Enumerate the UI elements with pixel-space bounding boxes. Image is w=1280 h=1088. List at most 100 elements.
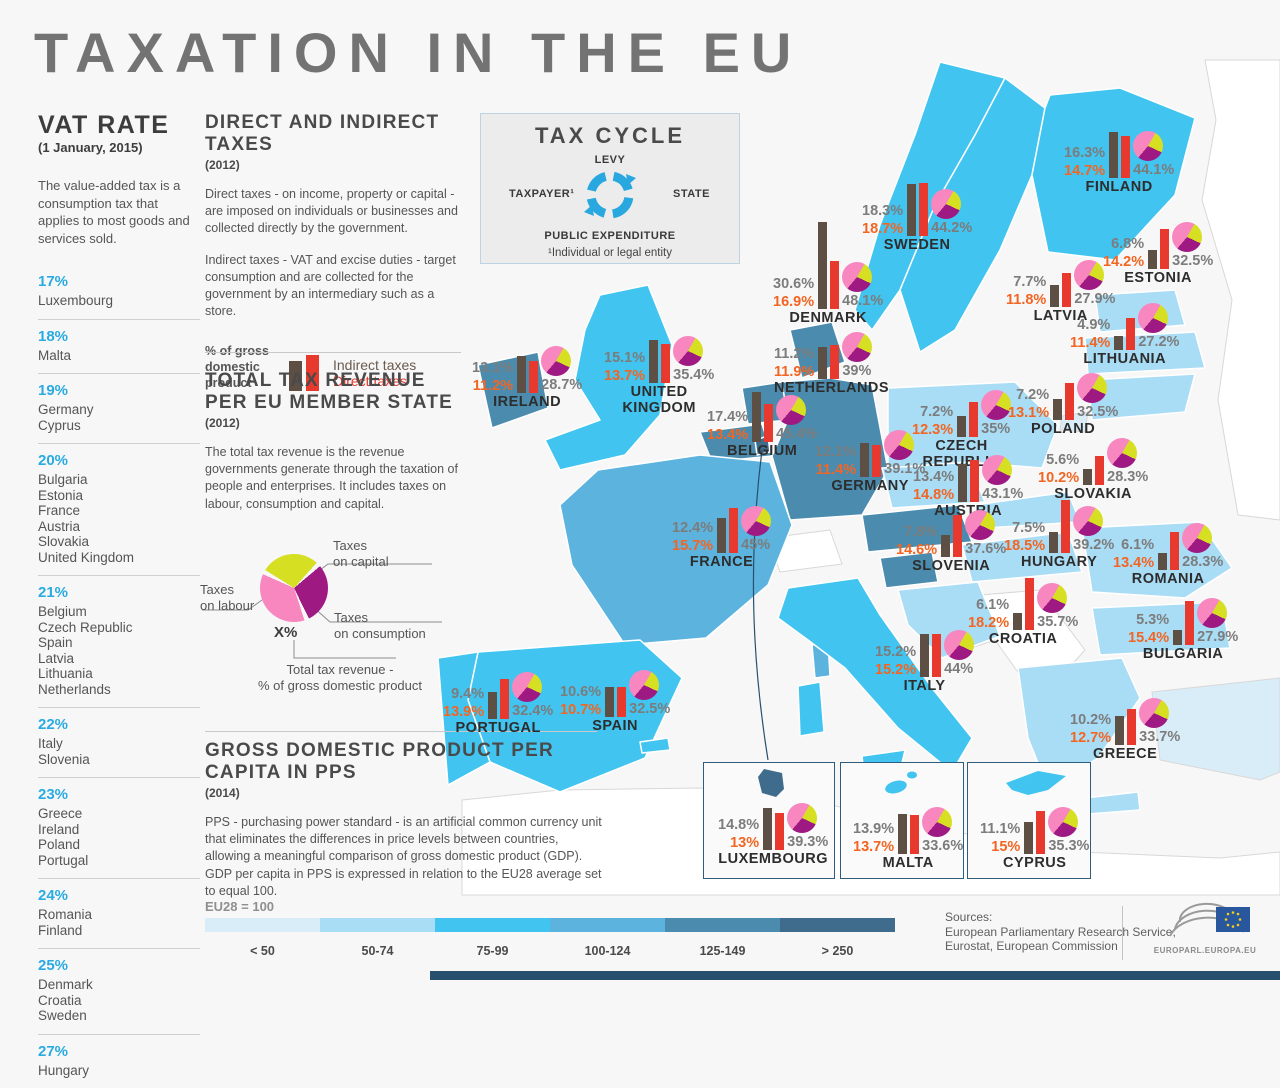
gdp-paragraph: PPS - purchasing power standard - is an … — [205, 814, 602, 898]
scale-bin-label: 125-149 — [699, 944, 746, 958]
state-label: STATE — [673, 188, 710, 200]
country-name: LUXEMBOURG — [718, 851, 828, 867]
ep-logo-caption: EUROPARL.EUROPA.EU — [1153, 946, 1257, 955]
country-shape-finland — [1031, 87, 1196, 261]
vat-group: 19% Germany Cyprus — [38, 374, 200, 445]
country-shape-netherlands — [741, 381, 789, 425]
vat-country: Cyprus — [38, 417, 81, 433]
public-expenditure-label: PUBLIC EXPENDITURE — [544, 230, 676, 242]
vat-group: 22% Italy Slovenia — [38, 708, 200, 779]
european-parliament-logo — [1169, 902, 1250, 937]
vat-rate: 21% — [38, 584, 69, 602]
vat-rate: 23% — [38, 786, 69, 804]
divider — [205, 731, 597, 732]
vat-group: 23% Greece Ireland Poland Portugal — [38, 778, 200, 880]
scale-bins: < 50 50-74 75-99 100-124 125-149 > 250 — [205, 918, 895, 958]
vat-country: Romania — [38, 907, 93, 923]
country-block: 11.1% 15% 35.3% CYPRUS — [980, 807, 1089, 872]
indirect-tax-value: 13.9% — [853, 821, 895, 837]
cycle-arrows-icon — [584, 171, 636, 219]
country-shape-russia-east — [1201, 59, 1280, 521]
vat-country: Slovenia — [38, 751, 90, 767]
vat-country: Slovakia — [38, 534, 90, 550]
direct-tax-bar — [306, 355, 319, 392]
sources-line2: Eurostat, European Commission — [945, 939, 1118, 954]
divider — [1122, 906, 1123, 960]
vat-groups: 17% Luxembourg 18% Malta 19% Germany Cyprus 20%… — [38, 265, 200, 1088]
vat-group: 20% Bulgaria Estonia France Austria Slovakia U… — [38, 444, 200, 577]
country-shape-lithuania — [1087, 373, 1196, 421]
scale-swatch — [435, 918, 550, 932]
vat-group: 18% Malta — [38, 320, 200, 375]
scale-swatch — [205, 918, 320, 932]
total-revenue-year: (2012) — [205, 415, 240, 430]
direct-indirect-year: (2012) — [205, 157, 240, 172]
scale-bin: < 50 — [205, 918, 320, 958]
total-revenue-value: 33.6% — [922, 838, 964, 854]
country-shape-sardinia — [797, 681, 825, 737]
vat-country: Lithuania — [38, 666, 93, 682]
scale-bin: > 250 — [780, 918, 895, 958]
tax-revenue-pie — [922, 807, 953, 837]
tax-cycle-title: TAX CYCLE — [534, 123, 686, 148]
country-shape-austria — [861, 504, 973, 553]
scale-swatch — [320, 918, 435, 932]
vat-country: Germany — [38, 402, 94, 418]
direct-tax-value: 13% — [730, 834, 760, 851]
vat-heading: VAT RATE — [38, 111, 170, 139]
vat-country: Luxembourg — [38, 293, 114, 309]
total-revenue-paragraph: The total tax revenue is the revenue gov… — [205, 444, 458, 511]
country-shape-denmark — [789, 321, 846, 379]
vat-country: Austria — [38, 518, 81, 534]
scale-swatch — [665, 918, 780, 932]
bar-legend: % of gross domestic product Indirect tax… — [205, 343, 463, 392]
indirect-tax-bar — [1024, 822, 1034, 854]
cyprus-box: 11.1% 15% 35.3% CYPRUS — [967, 762, 1091, 879]
vat-rate-section: VAT RATE (1 January, 2015) The value-add… — [38, 112, 200, 1088]
bar-legend-label: % of gross domestic product — [205, 343, 269, 391]
direct-tax-value: 15% — [991, 838, 1021, 855]
scale-swatch — [780, 918, 895, 932]
vat-country: Italy — [38, 736, 63, 752]
malta-shape-icon — [885, 771, 917, 794]
vat-country: Estonia — [38, 487, 84, 503]
vat-country: United Kingdom — [38, 549, 135, 565]
direct-tax-bar — [1036, 811, 1046, 854]
country-shape-ireland — [477, 351, 549, 429]
vat-group: 27% Hungary — [38, 1035, 200, 1088]
vat-country: Portugal — [38, 852, 89, 868]
country-shape-germany — [771, 377, 889, 521]
scale-bin-label: < 50 — [250, 944, 275, 958]
country-block: 13.9% 13.7% 33.6% MALTA — [853, 807, 963, 872]
taxes-on-consumption-label: Taxes on consumption — [334, 610, 426, 641]
vat-rate: 17% — [38, 273, 69, 291]
indirect-taxes-label: Indirect taxes — [333, 357, 417, 374]
pie-legend-diagram: Taxes on capital Taxes on labour Taxes o… — [200, 538, 472, 706]
total-revenue-value: 39.3% — [787, 834, 829, 850]
gdp-heading: GROSS DOMESTIC PRODUCT PER CAPITA IN PPS — [205, 740, 554, 784]
vat-group: 17% Luxembourg — [38, 265, 200, 320]
country-shape-romania — [1081, 521, 1233, 599]
vat-country: Ireland — [38, 821, 80, 837]
country-block: 14.8% 13% 39.3% LUXEMBOURG — [718, 803, 828, 868]
gdp-section: GROSS DOMESTIC PRODUCT PER CAPITA IN PPS… — [205, 740, 603, 900]
tax-bars — [763, 808, 785, 850]
vat-rate: 22% — [38, 716, 69, 734]
indirect-tax-bar — [763, 808, 773, 850]
tax-bars — [1024, 811, 1046, 854]
country-name: CYPRUS — [1003, 855, 1067, 871]
direct-tax-bar — [775, 813, 785, 850]
indirect-tax-bar — [289, 361, 302, 392]
vat-country: Belgium — [38, 604, 87, 620]
vat-rate: 24% — [38, 887, 69, 905]
indirect-tax-value: 14.8% — [718, 817, 760, 833]
tax-cycle-footnote: ¹Individual or legal entity — [547, 247, 672, 259]
vat-group: 21% Belgium Czech Republic Spain Latvia Lithu… — [38, 576, 200, 709]
x-percent-label: X% — [274, 624, 298, 641]
direct-taxes-paragraph: Direct taxes - on income, property or ca… — [205, 186, 458, 236]
country-shape-france — [559, 454, 793, 646]
bottom-strip — [430, 971, 1280, 980]
vat-country: Finland — [38, 922, 83, 938]
scale-bin-label: 100-124 — [584, 944, 631, 958]
taxes-on-capital-label: Taxes on capital — [333, 538, 389, 569]
